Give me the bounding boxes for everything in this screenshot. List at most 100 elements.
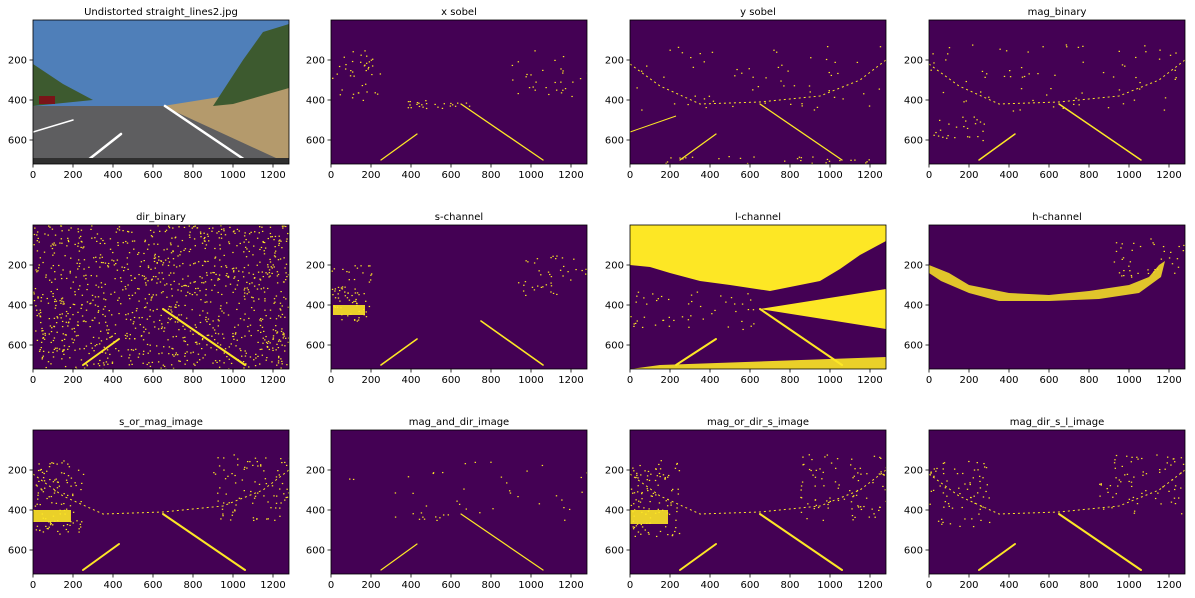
y-tick-label: 200: [8, 56, 27, 67]
binary-image: [331, 430, 587, 574]
y-tick-label: 400: [605, 301, 624, 312]
x-tick-label: 1200: [1156, 170, 1181, 181]
x-tick-label: 1200: [857, 170, 882, 181]
panel-title: x sobel: [441, 7, 477, 18]
x-tick-label: 600: [143, 580, 162, 591]
x-tick-label: 0: [627, 375, 633, 386]
binary-image: [929, 430, 1185, 574]
y-tick-label: 600: [8, 546, 27, 557]
x-tick-label: 800: [183, 170, 202, 181]
panel-1: Undistorted straight_lines2.jpg 0 200 400 60…: [8, 7, 290, 181]
panel-title: l-channel: [735, 212, 781, 223]
x-tick-label: 200: [63, 580, 82, 591]
x-tick-label: 400: [999, 375, 1018, 386]
y-tick-label: 200: [306, 466, 325, 477]
x-tick-label: 800: [1079, 375, 1098, 386]
panel-title: s_or_mag_image: [119, 417, 203, 428]
x-tick-label: 200: [660, 170, 679, 181]
panel-5: dir_binary 0 200 400 600 800 1000 1200 200 400 600: [8, 212, 290, 386]
panel-title: dir_binary: [136, 212, 186, 223]
y-tick-label: 400: [8, 506, 27, 517]
axes-frame: [330, 19, 588, 165]
panel-title: mag_dir_s_l_image: [1010, 417, 1105, 428]
y-tick-label: 200: [306, 261, 325, 272]
axes-frame: [32, 429, 290, 575]
panel-title: mag_binary: [1028, 7, 1087, 18]
y-tick-label: 600: [306, 546, 325, 557]
x-tick-label: 1200: [260, 580, 285, 591]
axes-frame: [928, 19, 1186, 165]
x-tick-label: 1000: [1116, 170, 1141, 181]
x-tick-label: 600: [740, 170, 759, 181]
x-tick-label: 400: [103, 375, 122, 386]
panel-3: y sobel 0 200 400 600 800 1000 1200 200 400 600: [605, 7, 887, 181]
x-tick-label: 800: [1079, 580, 1098, 591]
panel-9: s_or_mag_image 0 200 400 600 800 1000 1200 200 40…: [8, 417, 290, 591]
y-tick-label: 600: [306, 136, 325, 147]
y-tick-label: 200: [904, 56, 923, 67]
y-tick-label: 400: [904, 506, 923, 517]
y-tick-label: 400: [904, 96, 923, 107]
x-tick-label: 1000: [220, 375, 245, 386]
y-tick-label: 600: [904, 136, 923, 147]
y-tick-label: 200: [8, 466, 27, 477]
x-tick-label: 1000: [518, 170, 543, 181]
panel-6: s-channel 0 200 400 600 800 1000 1200 200 400 600: [306, 212, 588, 386]
axes-frame: [330, 224, 588, 370]
x-tick-label: 800: [780, 580, 799, 591]
panel-4: mag_binary 0 200 400 600 800 1000 1200 200 400 600: [904, 7, 1186, 181]
x-tick-label: 200: [361, 375, 380, 386]
axes-frame: [629, 429, 887, 575]
y-tick-label: 600: [605, 341, 624, 352]
binary-image: [33, 430, 289, 574]
x-tick-label: 400: [700, 170, 719, 181]
y-tick-label: 200: [605, 261, 624, 272]
panel-12: mag_dir_s_l_image 0 200 400 600 800 1000 1200 20…: [904, 417, 1186, 591]
panel-2: x sobel 0 200 400 600 800 1000 1200 200 400 600: [306, 7, 588, 181]
panel-title: y sobel: [740, 7, 776, 18]
x-tick-label: 400: [999, 580, 1018, 591]
x-tick-label: 600: [441, 580, 460, 591]
x-tick-label: 800: [780, 170, 799, 181]
x-tick-label: 400: [999, 170, 1018, 181]
x-tick-label: 0: [30, 580, 36, 591]
x-tick-label: 0: [328, 580, 334, 591]
panel-10: mag_and_dir_image 0 200 400 600 800 1000 1200 20…: [306, 417, 588, 591]
x-tick-label: 1000: [1116, 580, 1141, 591]
x-tick-label: 200: [959, 580, 978, 591]
y-tick-label: 400: [306, 506, 325, 517]
panel-title: mag_or_dir_s_image: [707, 417, 809, 428]
x-tick-label: 0: [30, 170, 36, 181]
binary-image: [929, 225, 1185, 369]
x-tick-label: 0: [328, 170, 334, 181]
binary-image: [331, 225, 587, 369]
x-tick-label: 200: [63, 375, 82, 386]
y-tick-label: 600: [904, 341, 923, 352]
x-tick-label: 600: [740, 580, 759, 591]
y-tick-label: 400: [8, 96, 27, 107]
y-tick-label: 600: [8, 341, 27, 352]
x-tick-label: 1000: [1116, 375, 1141, 386]
x-tick-label: 1000: [817, 170, 842, 181]
panel-title: mag_and_dir_image: [409, 417, 509, 428]
axes-frame: [32, 19, 290, 165]
y-tick-label: 200: [8, 261, 27, 272]
y-tick-label: 200: [904, 261, 923, 272]
x-tick-label: 0: [328, 375, 334, 386]
y-tick-label: 400: [605, 96, 624, 107]
x-tick-label: 800: [1079, 170, 1098, 181]
x-tick-label: 800: [780, 375, 799, 386]
x-tick-label: 200: [660, 375, 679, 386]
binary-image: [630, 225, 886, 369]
x-tick-label: 0: [627, 170, 633, 181]
y-tick-label: 400: [8, 301, 27, 312]
panel-title: s-channel: [435, 212, 483, 223]
panel-8: h-channel 0 200 400 600 800 1000 1200 200 400 600: [904, 212, 1186, 386]
x-tick-label: 600: [441, 170, 460, 181]
x-tick-label: 400: [401, 375, 420, 386]
binary-image: [331, 20, 587, 164]
y-tick-label: 200: [605, 56, 624, 67]
binary-image: [630, 430, 886, 574]
y-tick-label: 400: [306, 96, 325, 107]
y-tick-label: 600: [306, 341, 325, 352]
